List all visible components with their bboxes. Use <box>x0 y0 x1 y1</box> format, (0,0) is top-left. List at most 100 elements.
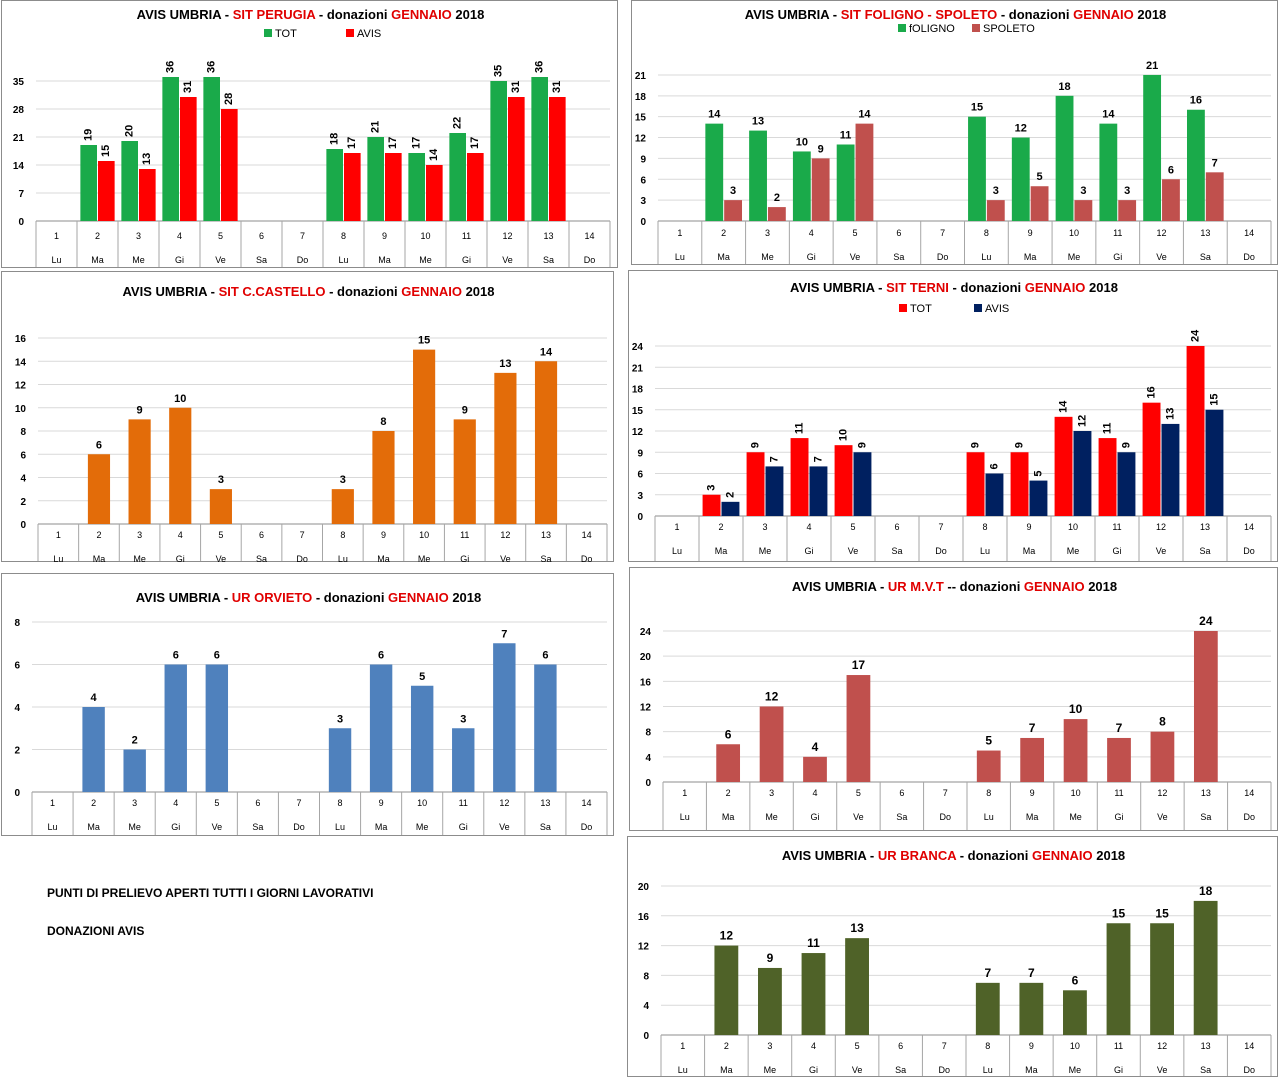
chart-title: AVIS UMBRIA - SIT TERNI - donazioni GENN… <box>790 280 1118 295</box>
y-tick-label: 28 <box>13 105 25 116</box>
bar <box>87 454 111 524</box>
x-day-label: Lu <box>983 1065 993 1075</box>
bar <box>534 361 558 524</box>
bar <box>82 707 105 792</box>
x-tick-label: 13 <box>1201 1041 1211 1051</box>
x-tick-label: 12 <box>499 798 509 808</box>
bar <box>809 466 828 516</box>
bar <box>367 137 384 221</box>
bar-value-label: 5 <box>1032 470 1044 476</box>
y-tick-label: 8 <box>20 427 26 438</box>
bar-value-label: 9 <box>969 442 981 448</box>
bar-value-label: 14 <box>428 148 440 161</box>
x-tick-label: 8 <box>985 1041 990 1051</box>
bar-value-label: 7 <box>1028 966 1035 980</box>
x-day-label: Me <box>761 252 774 262</box>
x-day-label: Ma <box>715 546 728 556</box>
y-tick-label: 24 <box>632 342 644 353</box>
x-day-label: Lu <box>680 812 690 822</box>
chart-title-part: - donazioni <box>315 7 391 22</box>
y-tick-label: 9 <box>637 448 643 459</box>
x-tick-label: 12 <box>1157 1041 1167 1051</box>
bar <box>759 706 784 782</box>
x-tick-label: 5 <box>218 530 223 540</box>
chart-title-part: SIT PERUGIA <box>233 7 317 22</box>
x-tick-label: 4 <box>173 798 178 808</box>
bar-value-label: 5 <box>985 734 992 748</box>
bar-value-label: 21 <box>1146 60 1158 72</box>
bar <box>180 97 197 221</box>
x-tick-label: 9 <box>379 798 384 808</box>
y-tick-label: 15 <box>635 113 647 124</box>
bar-value-label: 6 <box>988 463 1000 469</box>
chart-title-part: SIT C.CASTELLO <box>219 284 326 299</box>
x-tick-label: 8 <box>986 788 991 798</box>
x-tick-label: 5 <box>853 228 858 238</box>
x-day-label: Ma <box>720 1065 733 1075</box>
x-tick-label: 2 <box>721 228 726 238</box>
bar <box>1162 179 1180 221</box>
bar <box>453 419 476 524</box>
x-day-label: Me <box>128 822 141 832</box>
bar-value-label: 2 <box>774 192 780 204</box>
x-day-label: Me <box>764 1065 777 1075</box>
x-day-label: Gi <box>176 554 185 564</box>
x-day-label: Me <box>1067 546 1080 556</box>
bar-value-label: 10 <box>837 429 849 441</box>
x-tick-label: 4 <box>812 788 817 798</box>
chart-title-part: GENNAIO <box>1073 7 1134 22</box>
chart-svg-mvt: AVIS UMBRIA - UR M.V.T -- donazioni GENN… <box>640 579 1272 830</box>
bar <box>508 97 525 221</box>
bar <box>790 438 809 516</box>
bar-value-label: 6 <box>173 650 179 662</box>
bar <box>765 466 784 516</box>
y-tick-label: 12 <box>638 942 650 953</box>
bar <box>1150 923 1174 1035</box>
bar <box>203 77 220 221</box>
bar-value-label: 17 <box>346 137 358 149</box>
x-day-label: Ma <box>1026 812 1039 822</box>
bar-value-label: 10 <box>796 136 808 148</box>
bar-value-label: 6 <box>378 650 384 662</box>
x-day-label: Me <box>1069 1065 1082 1075</box>
x-tick-label: 5 <box>856 788 861 798</box>
bar <box>493 643 516 792</box>
chart-title-part: AVIS UMBRIA - <box>137 7 233 22</box>
y-tick-label: 16 <box>638 912 650 923</box>
bar-value-label: 36 <box>165 61 177 73</box>
bar <box>968 116 986 221</box>
x-tick-label: 10 <box>419 530 429 540</box>
chart-title-part: - donazioni <box>949 280 1025 295</box>
bar <box>531 77 548 221</box>
x-tick-label: 12 <box>502 231 512 241</box>
x-day-label: Do <box>1243 1065 1255 1075</box>
x-day-label: Lu <box>48 822 58 832</box>
bar <box>749 130 767 221</box>
y-tick-label: 20 <box>638 882 650 893</box>
x-tick-label: 14 <box>582 530 592 540</box>
chart-title-part: 2018 <box>462 284 495 299</box>
legend-label: AVIS <box>357 28 381 40</box>
x-day-label: Ve <box>502 255 513 265</box>
bar <box>1205 172 1224 221</box>
x-day-label: Sa <box>543 255 554 265</box>
x-tick-label: 4 <box>806 522 811 532</box>
bar-value-label: 11 <box>840 130 852 142</box>
x-day-label: Gi <box>1113 546 1122 556</box>
bar-value-label: 9 <box>856 442 868 448</box>
x-tick-label: 7 <box>940 228 945 238</box>
bar-value-label: 14 <box>858 109 871 121</box>
x-tick-label: 1 <box>50 798 55 808</box>
x-day-label: Ve <box>1156 252 1167 262</box>
x-day-label: Ve <box>1156 546 1167 556</box>
bar <box>1099 123 1118 221</box>
bar-value-label: 15 <box>418 335 430 347</box>
x-day-label: Lu <box>338 255 348 265</box>
bar-value-label: 14 <box>1102 109 1115 121</box>
y-tick-label: 3 <box>640 196 646 207</box>
bar <box>985 473 1004 516</box>
bar-value-label: 7 <box>1116 721 1123 735</box>
y-tick-label: 0 <box>18 217 24 228</box>
chart-title-part: 2018 <box>1085 280 1118 295</box>
x-tick-label: 13 <box>1200 522 1210 532</box>
